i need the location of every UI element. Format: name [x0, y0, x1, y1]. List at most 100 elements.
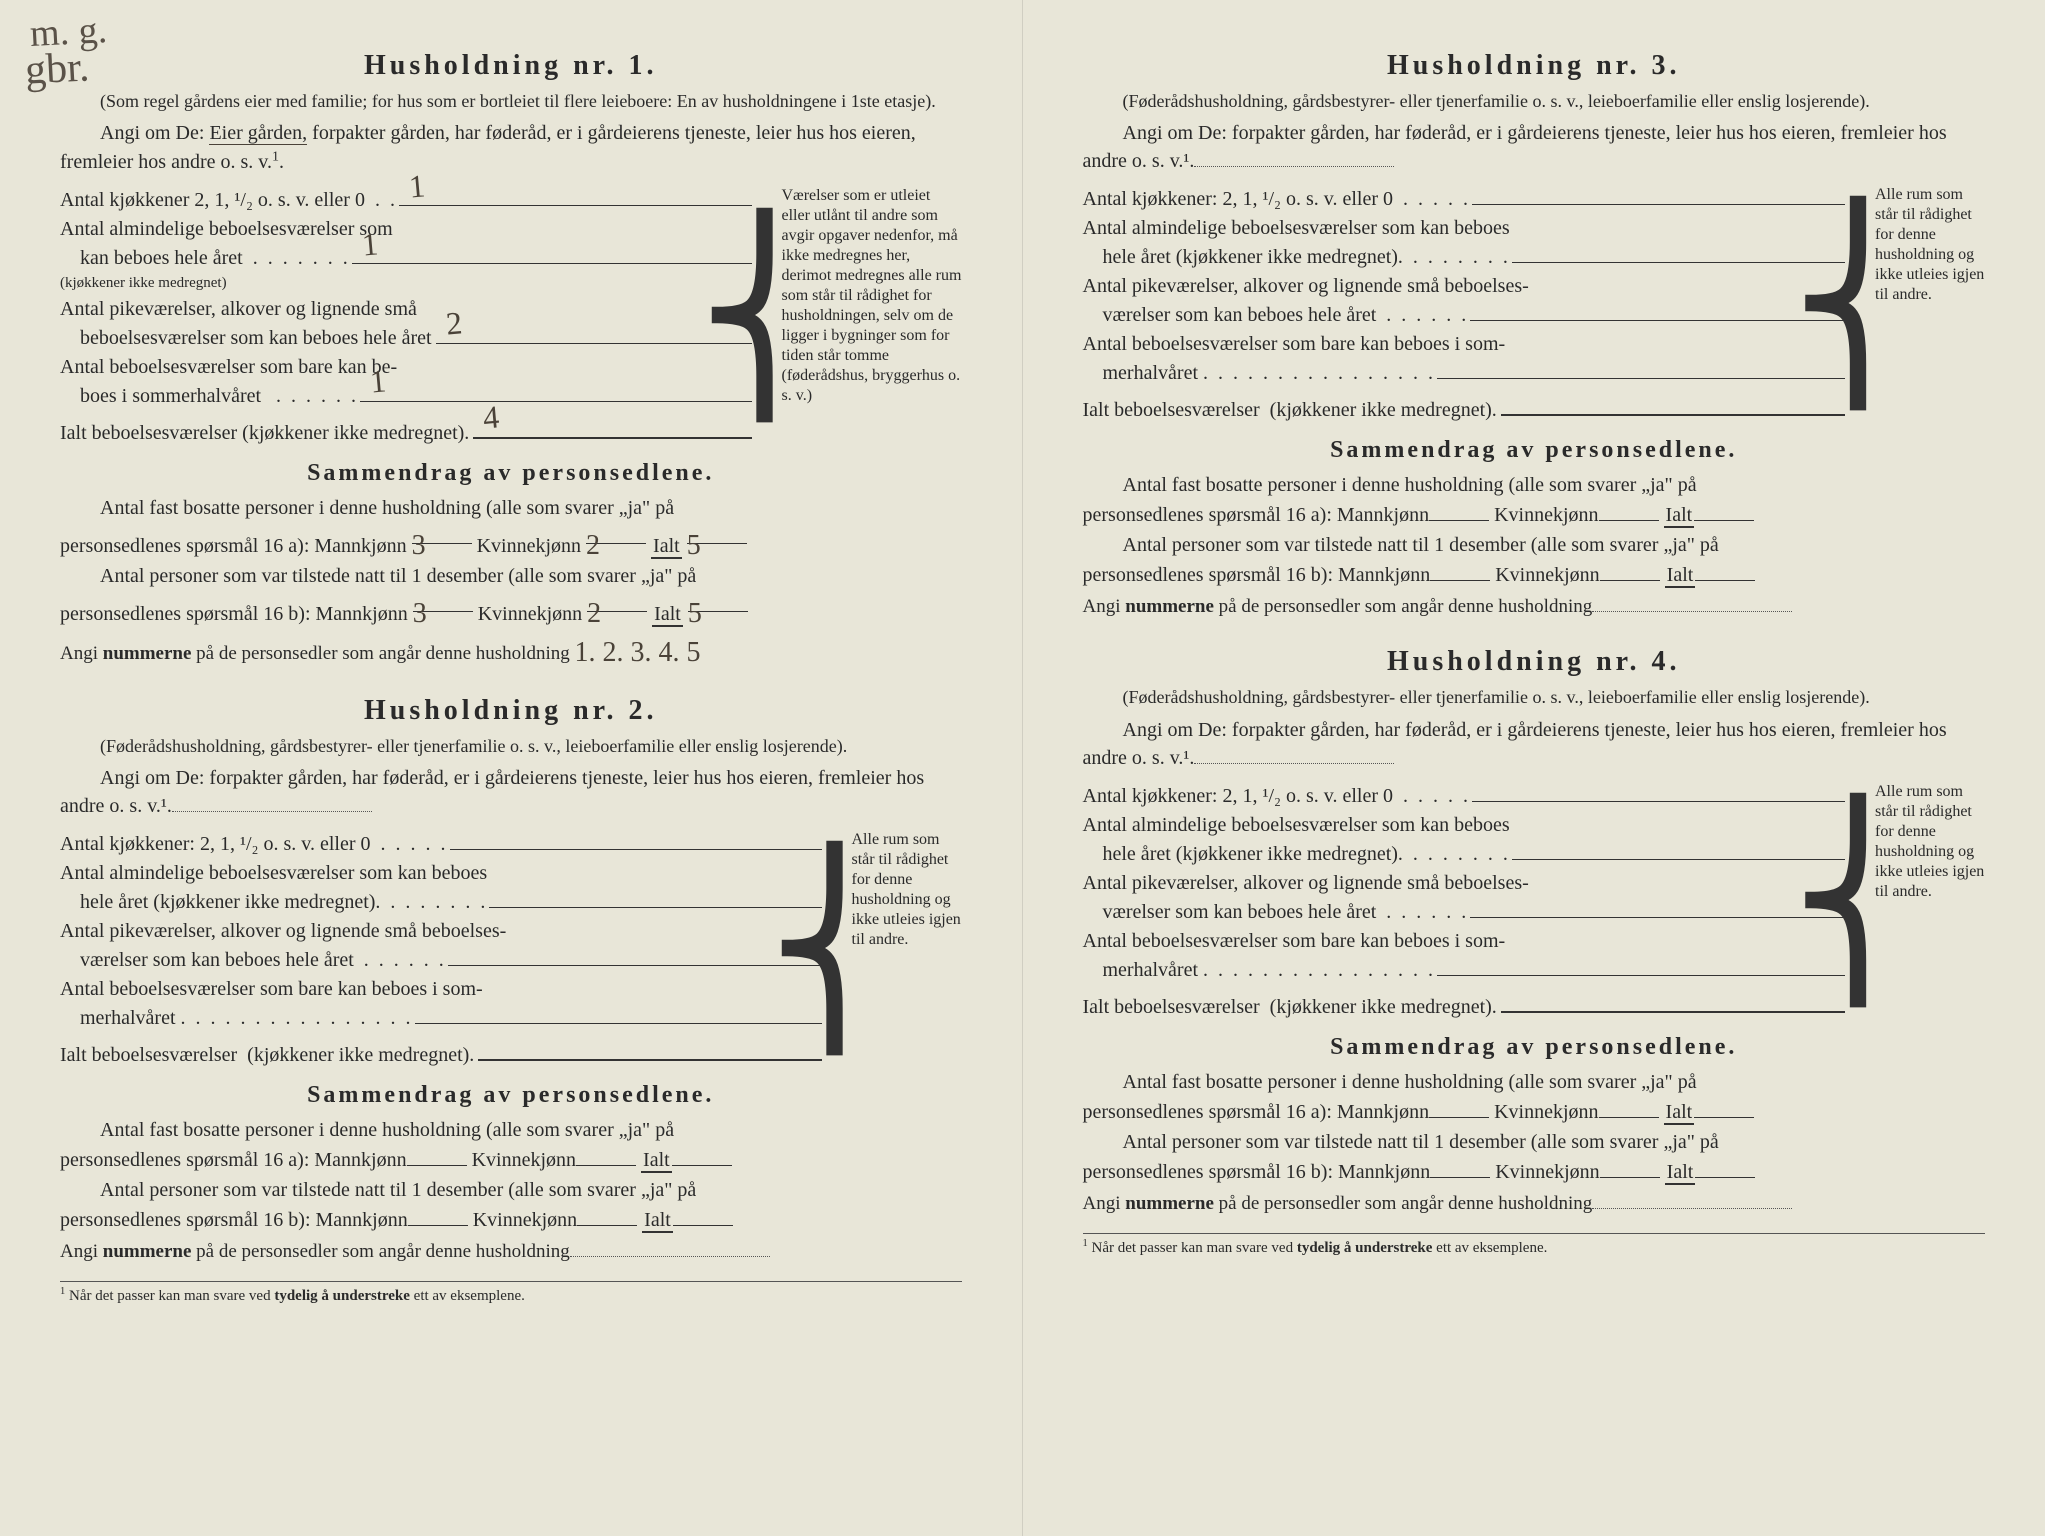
- summary-line: Antal fast bosatte personer i denne hush…: [60, 1115, 962, 1145]
- blank: [1599, 1097, 1659, 1118]
- angi-underlined-choice: Eier gården,: [209, 122, 307, 145]
- section-note: (Føderådshusholdning, gårdsbestyrer- ell…: [1083, 90, 1986, 113]
- room-block: Antal kjøkkener 2, 1, ¹/₂ o. s. v. eller…: [60, 186, 962, 448]
- room-label: Antal kjøkkener: 2, 1, ¹/₂ o. s. v. elle…: [1083, 782, 1469, 811]
- blank: [1599, 500, 1659, 521]
- blank: 2: [587, 591, 647, 612]
- room-lines: Antal kjøkkener: 2, 1, ¹/₂ o. s. v. elle…: [1083, 185, 1846, 425]
- footnote-bold: tydelig å understreke: [1297, 1240, 1433, 1256]
- summary-title: Sammendrag av personsedlene.: [1083, 1034, 1986, 1061]
- room-label: kan beboes hele året . . . . . . .: [60, 244, 348, 273]
- blank: [1695, 560, 1755, 581]
- blank: 5: [688, 591, 748, 612]
- room-label: Antal pikeværelser, alkover og lignende …: [60, 917, 506, 946]
- section-husholdning-1: Husholdning nr. 1. (Som regel gårdens ei…: [60, 50, 962, 667]
- room-blank: 1: [399, 205, 752, 206]
- right-column: Husholdning nr. 3. (Føderådshusholdning,…: [1023, 0, 2045, 1536]
- room-block: Antal kjøkkener: 2, 1, ¹/₂ o. s. v. elle…: [1083, 782, 1986, 1022]
- label: Ialt: [1665, 1161, 1696, 1185]
- summary-line: Antal personer som var tilstede natt til…: [60, 1175, 962, 1205]
- blank: [408, 1205, 468, 1226]
- room-blank: [1512, 859, 1845, 860]
- section-husholdning-2: Husholdning nr. 2. (Føderådshusholdning,…: [60, 695, 962, 1305]
- label: Kvinnekjønn: [472, 1149, 576, 1171]
- blank: [1694, 500, 1754, 521]
- blank: [576, 1145, 636, 1166]
- room-label: Antal kjøkkener: 2, 1, ¹/₂ o. s. v. elle…: [1083, 185, 1469, 214]
- bold-word: nummerne: [1125, 1193, 1214, 1214]
- angi-line: Angi om De: Eier gården, forpakter gårde…: [60, 119, 962, 176]
- room-label: Antal kjøkkener: 2, 1, ¹/₂ o. s. v. elle…: [60, 830, 446, 859]
- section-note: (Som regel gårdens eier med familie; for…: [60, 90, 962, 113]
- blank: [1430, 1157, 1490, 1178]
- brace-note: Alle rum som står til rådighet for denne…: [1871, 185, 1985, 425]
- label: personsedlenes spørsmål 16 b): Mannkjønn: [1083, 564, 1431, 586]
- bold-word: nummerne: [103, 643, 192, 664]
- ialt-label: Ialt beboelsesværelser (kjøkkener ikke m…: [60, 419, 469, 448]
- room-label: beboelsesværelser som kan beboes hele år…: [60, 324, 432, 353]
- label: personsedlenes spørsmål 16 b): Mannkjønn: [60, 603, 408, 625]
- angi-text: Angi om De: forpakter gården, har føderå…: [1083, 719, 1947, 769]
- brace-icon: ⎨: [756, 186, 774, 448]
- brace-note: Værelser som er utleiet eller utlånt til…: [778, 186, 962, 448]
- angi-line: Angi om De: forpakter gården, har føderå…: [1083, 716, 1986, 772]
- section-husholdning-3: Husholdning nr. 3. (Føderådshusholdning,…: [1083, 50, 1986, 618]
- room-blank: 2: [436, 343, 752, 344]
- label: Ialt: [1664, 1101, 1695, 1125]
- blank: [1695, 1157, 1755, 1178]
- dotted-blank: [1592, 611, 1792, 612]
- summary-title: Sammendrag av personsedlene.: [60, 460, 962, 487]
- angi-line: Angi om De: forpakter gården, har føderå…: [60, 764, 962, 820]
- room-blank: [1501, 414, 1845, 416]
- room-label: Antal pikeværelser, alkover og lignende …: [60, 295, 417, 324]
- label: personsedlenes spørsmål 16 a): Mannkjønn: [1083, 1101, 1430, 1123]
- blank: [1694, 1097, 1754, 1118]
- blank: [1429, 1097, 1489, 1118]
- brace-note: Alle rum som står til rådighet for denne…: [848, 830, 962, 1070]
- section-title: Husholdning nr. 3.: [1083, 50, 1986, 82]
- blank: 3: [412, 523, 472, 544]
- blank: 3: [413, 591, 473, 612]
- summary-line: Antal fast bosatte personer i denne hush…: [1083, 1067, 1986, 1097]
- bold-word: nummerne: [103, 1241, 192, 1262]
- handwritten-fill: 3: [413, 598, 427, 629]
- section-note: (Føderådshusholdning, gårdsbestyrer- ell…: [1083, 686, 1986, 709]
- label: Ialt: [652, 603, 683, 627]
- label: personsedlenes spørsmål 16 a): Mannkjønn: [1083, 504, 1430, 526]
- brace-icon: ⎨: [1849, 185, 1867, 425]
- handwriting-annotation-2: gbr.: [24, 43, 91, 94]
- room-label: merhalvåret . . . . . . . . . . . . . . …: [1083, 359, 1434, 388]
- ialt-label: Ialt beboelsesværelser (kjøkkener ikke m…: [1083, 993, 1497, 1022]
- room-blank: [448, 965, 822, 966]
- summary-line: personsedlenes spørsmål 16 b): Mannkjønn…: [1083, 1157, 1986, 1187]
- summary-line: Antal fast bosatte personer i denne hush…: [60, 493, 962, 523]
- nummer-line: Angi nummerne på de personsedler som ang…: [60, 1241, 962, 1263]
- summary-title: Sammendrag av personsedlene.: [60, 1082, 962, 1109]
- bold-word: nummerne: [1125, 596, 1214, 617]
- handwritten-fill: 3: [412, 530, 426, 561]
- ialt-label: Ialt beboelsesværelser (kjøkkener ikke m…: [60, 1041, 474, 1070]
- summary-line: Antal personer som var tilstede natt til…: [1083, 530, 1986, 560]
- handwritten-fill: 5: [687, 530, 701, 561]
- document-page: m. g. gbr. Husholdning nr. 1. (Som regel…: [0, 0, 2045, 1536]
- left-column: m. g. gbr. Husholdning nr. 1. (Som regel…: [0, 0, 1023, 1536]
- room-label: værelser som kan beboes hele året . . . …: [1083, 301, 1467, 330]
- blank: [673, 1205, 733, 1226]
- label: Kvinnekjønn: [1494, 504, 1598, 526]
- room-blank: [450, 849, 822, 850]
- room-blank: [1470, 320, 1845, 321]
- nummer-line: Angi nummerne på de personsedler som ang…: [60, 635, 962, 667]
- room-lines: Antal kjøkkener: 2, 1, ¹/₂ o. s. v. elle…: [60, 830, 822, 1070]
- room-label: merhalvåret . . . . . . . . . . . . . . …: [60, 1004, 411, 1033]
- summary-title: Sammendrag av personsedlene.: [1083, 437, 1986, 464]
- angi-prefix: Angi om De:: [100, 122, 204, 144]
- angi-line: Angi om De: forpakter gården, har føderå…: [1083, 119, 1986, 175]
- nummer-line: Angi nummerne på de personsedler som ang…: [1083, 1193, 1986, 1215]
- room-blank: [489, 907, 821, 908]
- room-block: Antal kjøkkener: 2, 1, ¹/₂ o. s. v. elle…: [1083, 185, 1986, 425]
- brace-icon: ⎨: [1849, 782, 1867, 1022]
- dotted-blank: [172, 811, 372, 812]
- label: Kvinnekjønn: [478, 603, 582, 625]
- blank: [577, 1205, 637, 1226]
- dotted-blank: [570, 1256, 770, 1257]
